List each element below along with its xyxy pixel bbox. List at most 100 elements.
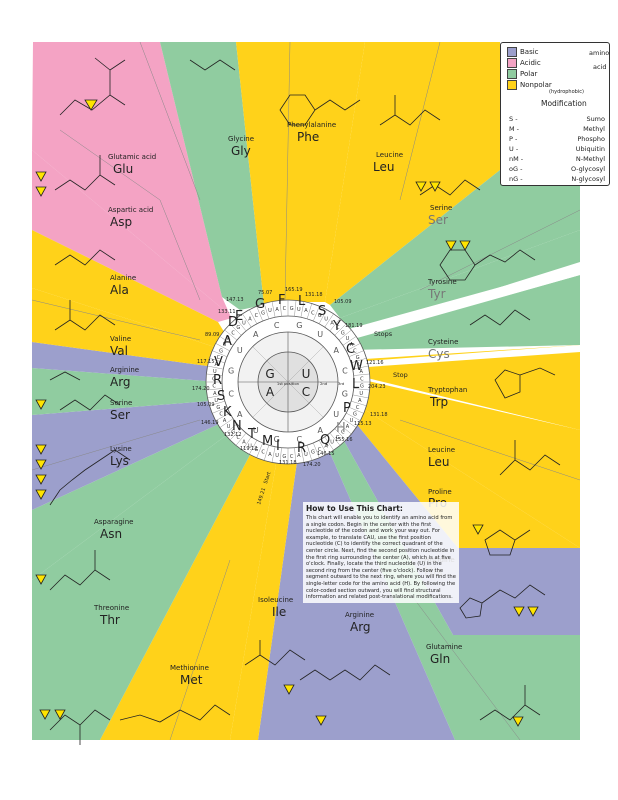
how-to-use-title: How to Use This Chart: bbox=[306, 504, 403, 513]
codon-spoke bbox=[206, 388, 223, 391]
abbr-ser-1: Ser bbox=[428, 213, 448, 227]
second-position-base: A bbox=[317, 426, 323, 435]
center-nucleotide-u: U bbox=[302, 367, 311, 381]
mod-row-phospho: P - Phospho bbox=[509, 135, 605, 143]
center-nucleotide-c: C bbox=[302, 385, 310, 399]
name-phe: Phenylalanine bbox=[287, 121, 336, 129]
sector-serine-right bbox=[330, 170, 580, 318]
third-position-base: U bbox=[248, 443, 252, 449]
abbr-gly: Gly bbox=[231, 144, 251, 158]
third-position-base: C bbox=[217, 355, 221, 361]
third-position-base: G bbox=[311, 450, 315, 456]
mass-lys: 146.19 bbox=[201, 420, 219, 426]
second-position-base: C bbox=[297, 435, 303, 444]
letter-ring: E G F L S Y C W L P H Q R I M T N K S R … bbox=[213, 293, 363, 456]
first-position-label: 1st position bbox=[277, 381, 300, 386]
third-position-base: U bbox=[213, 369, 217, 375]
codon-spoke bbox=[338, 423, 352, 435]
letter-gln: Q bbox=[320, 433, 330, 448]
name-glu: Glutamic acid bbox=[108, 153, 156, 161]
letter-thr: T bbox=[247, 427, 256, 442]
abbr-glu: Glu bbox=[113, 162, 133, 176]
codon-spoke bbox=[313, 306, 320, 322]
name-arg-2: Arginine bbox=[110, 366, 139, 374]
ser1-structure bbox=[419, 179, 481, 196]
gln-structure bbox=[479, 685, 541, 721]
second-position-base: C bbox=[274, 321, 280, 330]
letter-ser-1: S bbox=[318, 304, 326, 319]
codon-spoke bbox=[271, 446, 276, 463]
mass-met: 149.21 bbox=[256, 487, 267, 505]
second-position-base: G bbox=[274, 435, 280, 444]
third-position-base: A bbox=[346, 424, 350, 430]
acidic-swatch bbox=[507, 57, 517, 68]
third-position-base: A bbox=[227, 336, 231, 342]
codon-spoke bbox=[352, 365, 369, 370]
second-position-base: U bbox=[333, 410, 339, 419]
third-position-base: C bbox=[311, 310, 315, 316]
center-nucleotide-g: G bbox=[265, 367, 274, 381]
structure-sketches bbox=[49, 57, 561, 745]
codon-wheel: GUACGUACGUACGUACGUACGUACGUACGUACGUACGUAC… bbox=[205, 299, 371, 465]
letter-glu: E bbox=[235, 309, 243, 324]
mod-triangle-asp-m bbox=[35, 171, 47, 182]
third-position-base: A bbox=[268, 452, 272, 458]
letter-arg-2: R bbox=[213, 373, 222, 388]
legend-basic: Basic bbox=[507, 46, 539, 57]
codon-spoke bbox=[353, 373, 370, 376]
mod-triangle-pro bbox=[472, 524, 484, 535]
mod-code: S - bbox=[509, 115, 518, 123]
abbr-cys: Cys bbox=[428, 347, 450, 361]
letter-ser-2: S bbox=[217, 389, 225, 404]
name-leu-1: Leucine bbox=[376, 151, 403, 159]
name-thr: Threonine bbox=[93, 604, 129, 612]
letter-tyr: Y bbox=[332, 319, 341, 334]
third-position-base: U bbox=[359, 391, 363, 397]
mass-arg-2: 174.20 bbox=[192, 386, 210, 392]
second-position-base: A bbox=[253, 330, 259, 339]
sector-alanine bbox=[32, 230, 226, 350]
third-position-base: C bbox=[318, 447, 322, 453]
third-position-base: A bbox=[359, 369, 363, 375]
abbr-thr: Thr bbox=[99, 613, 120, 627]
mass-asn: 132.12 bbox=[224, 432, 242, 438]
second-position-base: U bbox=[237, 346, 243, 355]
letter-val: V bbox=[214, 355, 223, 370]
mod-triangle-lys-u bbox=[35, 474, 47, 485]
mod-triangle-his-p bbox=[513, 606, 525, 617]
name-ala: Alanine bbox=[110, 274, 136, 282]
codon-spoke bbox=[306, 303, 312, 319]
codon-spoke bbox=[209, 358, 225, 364]
mod-triangle-arg1-nm-2 bbox=[315, 715, 327, 726]
val-structure bbox=[54, 300, 116, 331]
mod-triangle-ser1-p bbox=[415, 181, 427, 192]
letter-asp: D bbox=[228, 315, 238, 330]
third-position-base: A bbox=[297, 453, 301, 459]
mod-name: Phospho bbox=[577, 135, 605, 143]
mass-thr: 119.12 bbox=[240, 446, 258, 452]
how-to-use-panel: How to Use This Chart: This chart will e… bbox=[303, 502, 459, 603]
asn-structure bbox=[49, 550, 111, 591]
abbr-phe: Phe bbox=[297, 130, 319, 144]
mod-triangle-glu-m bbox=[84, 99, 98, 111]
codon-spoke bbox=[264, 445, 270, 461]
mass-asp: 133.11 bbox=[218, 309, 236, 315]
mod-triangle-asn-ng bbox=[35, 574, 47, 585]
mod-row-o-glycosyl: oG - O-glycosyl bbox=[509, 165, 605, 173]
codon-spoke bbox=[279, 300, 282, 317]
codon-spoke bbox=[352, 394, 369, 399]
letter-ala: A bbox=[223, 334, 232, 349]
stops-label: Stops bbox=[374, 330, 393, 338]
codon-spoke bbox=[264, 303, 270, 319]
stop-label: Stop bbox=[393, 371, 408, 379]
mod-name: Sumo bbox=[586, 115, 605, 123]
codon-spoke bbox=[256, 306, 263, 322]
codon-spoke bbox=[229, 323, 242, 336]
third-position-base: G bbox=[231, 430, 235, 436]
letter-leu-2: L bbox=[352, 377, 360, 392]
third-position-base: U bbox=[358, 362, 362, 368]
sector-isoleucine bbox=[230, 440, 300, 740]
his-structure bbox=[459, 584, 546, 619]
center-nucleotide-a: A bbox=[266, 385, 275, 399]
